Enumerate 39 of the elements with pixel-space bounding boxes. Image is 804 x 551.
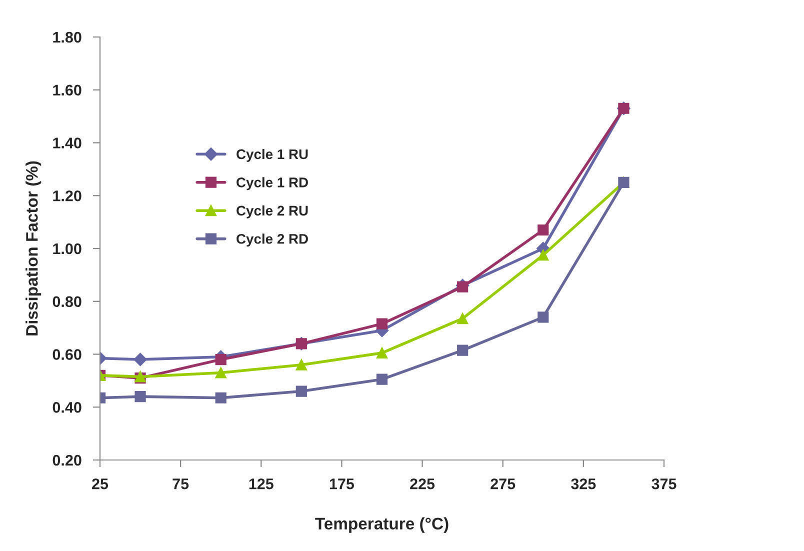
point	[134, 352, 147, 366]
legend-label: Cycle 1 RD	[236, 177, 308, 190]
x-tick-label: 375	[652, 478, 676, 490]
y-tick-label: 0.40	[52, 402, 82, 413]
x-tick-label: 75	[172, 478, 189, 490]
point	[376, 347, 388, 358]
point	[376, 374, 388, 385]
point	[457, 281, 468, 292]
point	[376, 318, 388, 330]
point	[296, 386, 307, 397]
y-tick-label: 1.00	[53, 243, 82, 254]
point	[538, 250, 549, 261]
x-axis-title: Temperature (°C)	[315, 517, 448, 533]
y-tick-label: 1.20	[53, 190, 82, 202]
y-tick-label: 1.40	[53, 138, 82, 148]
x-tick-label: 225	[410, 478, 435, 490]
legend-label: Cycle 2 RD	[236, 234, 308, 247]
legend-label: Cycle 2 RU	[236, 205, 308, 218]
x-tick-label: 125	[249, 478, 274, 490]
y-tick-label: 0.80	[52, 296, 82, 308]
point	[296, 359, 307, 370]
point	[134, 390, 146, 402]
x-tick-label: 275	[490, 478, 516, 490]
point	[538, 224, 549, 236]
point	[457, 313, 468, 324]
y-tick-label: 1.60	[53, 84, 82, 96]
point	[457, 344, 468, 356]
point	[215, 354, 226, 366]
x-tick-label: 175	[330, 478, 354, 490]
point	[215, 392, 226, 404]
point	[215, 367, 226, 378]
y-tick-label: 0.20	[52, 454, 82, 466]
legend-label: Cycle 1 RU	[236, 148, 308, 162]
y-axis-title: Dissipation Factor (%)	[26, 161, 42, 336]
y-tick-label: 0.60	[52, 349, 82, 360]
y-tick-label: 1.80	[53, 32, 82, 43]
x-tick-label: 325	[571, 478, 596, 490]
x-tick-label: 25	[92, 478, 108, 490]
point	[538, 312, 549, 323]
